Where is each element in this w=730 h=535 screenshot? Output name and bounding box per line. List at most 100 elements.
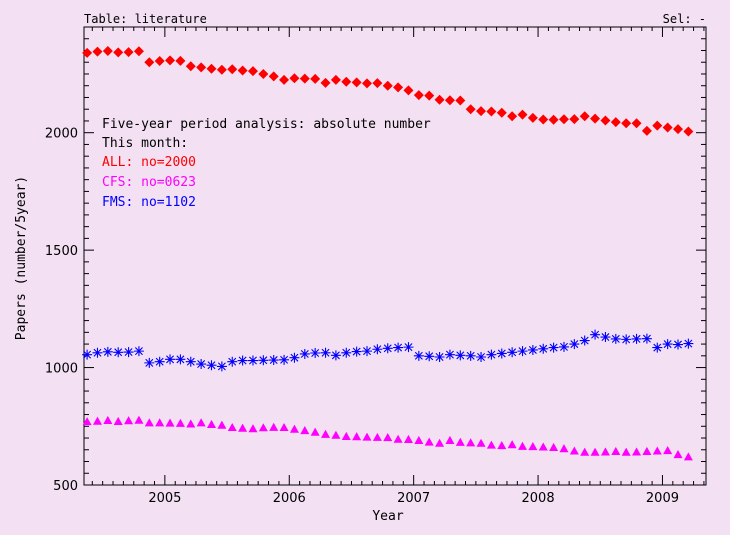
ticks <box>84 26 706 486</box>
data-point-cfs <box>310 427 320 436</box>
x-tick-label: 2009 <box>646 491 679 506</box>
data-point-cfs <box>124 416 134 425</box>
data-point-cfs <box>331 430 341 439</box>
data-point-fms <box>621 334 632 345</box>
data-point-cfs <box>518 441 528 450</box>
data-point-fms <box>600 332 611 343</box>
data-point-fms <box>455 350 466 361</box>
data-point-fms <box>476 351 487 362</box>
series-fms <box>82 329 694 372</box>
data-point-fms <box>154 356 165 367</box>
data-point-all <box>527 112 538 123</box>
data-point-cfs <box>538 442 548 451</box>
data-point-all <box>206 63 217 74</box>
y-axis-label: Papers (number/5year) <box>14 176 29 340</box>
data-point-fms <box>641 333 652 344</box>
data-point-all <box>268 71 279 82</box>
data-point-cfs <box>580 447 590 456</box>
data-point-cfs <box>248 424 258 433</box>
data-point-cfs <box>497 441 507 450</box>
data-point-cfs <box>82 417 92 426</box>
data-point-all <box>538 114 549 125</box>
data-point-cfs <box>683 452 693 461</box>
data-point-cfs <box>207 419 217 429</box>
y-tick-label: 1500 <box>45 244 78 259</box>
data-point-fms <box>683 338 694 349</box>
data-point-all <box>393 82 404 93</box>
data-point-all <box>590 113 601 124</box>
data-point-fms <box>185 356 196 367</box>
data-point-cfs <box>175 418 185 427</box>
data-point-cfs <box>362 432 372 441</box>
data-point-all <box>382 80 393 91</box>
data-point-fms <box>258 355 269 366</box>
annotation-cfs: CFS: no=0623 <box>102 175 196 190</box>
annotation-fms: FMS: no=1102 <box>102 195 196 210</box>
data-point-all <box>310 73 321 84</box>
data-point-fms <box>569 339 580 350</box>
data-point-cfs <box>269 422 279 431</box>
data-point-cfs <box>289 424 299 433</box>
data-point-cfs <box>144 418 154 427</box>
data-point-fms <box>82 349 93 360</box>
data-point-fms <box>517 346 528 357</box>
data-point-fms <box>102 346 113 357</box>
data-point-fms <box>289 352 300 363</box>
data-point-fms <box>216 361 227 372</box>
data-point-cfs <box>528 441 538 451</box>
data-point-cfs <box>341 431 351 440</box>
data-point-all <box>362 78 373 89</box>
data-point-cfs <box>559 444 569 453</box>
data-point-fms <box>351 346 362 357</box>
data-point-all <box>517 109 528 120</box>
data-point-fms <box>237 355 248 366</box>
data-point-cfs <box>507 440 517 449</box>
x-tick-label: 2007 <box>397 491 430 506</box>
data-point-all <box>631 118 642 129</box>
data-point-all <box>351 77 362 88</box>
data-point-cfs <box>372 432 382 441</box>
y-tick-label: 2000 <box>45 127 78 142</box>
data-point-all <box>133 46 144 57</box>
data-point-all <box>476 106 487 117</box>
data-point-fms <box>527 344 538 355</box>
x-tick-label: 2008 <box>522 491 555 506</box>
data-point-all <box>683 126 694 137</box>
data-point-fms <box>227 356 238 367</box>
data-point-all <box>341 76 352 87</box>
data-point-all <box>165 55 176 66</box>
data-point-cfs <box>352 432 362 441</box>
data-point-cfs <box>466 438 476 447</box>
data-point-all <box>455 95 466 106</box>
data-point-fms <box>579 335 590 346</box>
data-point-fms <box>113 347 124 358</box>
data-point-all <box>413 90 424 101</box>
data-point-fms <box>362 346 373 357</box>
series-cfs <box>82 415 693 461</box>
data-point-fms <box>299 348 310 359</box>
data-point-fms <box>133 346 144 357</box>
data-point-all <box>444 95 455 106</box>
data-point-all <box>123 47 134 58</box>
annotation-subtitle: This month: <box>102 136 188 151</box>
data-point-all <box>496 107 507 118</box>
data-point-fms <box>538 343 549 354</box>
data-point-cfs <box>476 438 486 447</box>
data-point-all <box>424 90 435 101</box>
data-point-cfs <box>642 446 652 456</box>
data-point-all <box>652 120 663 131</box>
data-point-all <box>279 74 290 85</box>
data-point-all <box>102 45 113 56</box>
data-point-all <box>299 73 310 84</box>
data-point-all <box>330 74 341 85</box>
data-point-all <box>185 61 196 72</box>
data-marks <box>82 45 694 461</box>
data-point-fms <box>330 350 341 361</box>
data-point-fms <box>144 357 155 368</box>
data-point-cfs <box>393 434 403 443</box>
data-point-all <box>641 125 652 136</box>
x-tick-label: 2005 <box>148 491 181 506</box>
annotation-all: ALL: no=2000 <box>102 155 196 170</box>
data-point-all <box>372 78 383 89</box>
